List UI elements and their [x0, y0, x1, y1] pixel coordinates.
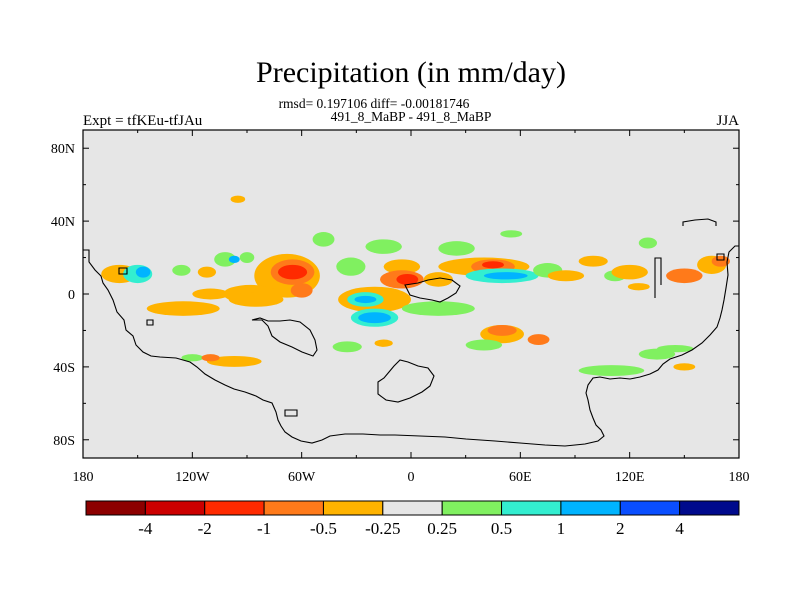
anomaly-region	[135, 266, 151, 278]
colorbar: -4 -2 -1 -0.5 -0.25 0.25 0.5 1 2 4	[85, 500, 740, 538]
anomaly-region	[500, 230, 523, 238]
anomaly-region	[214, 252, 237, 267]
anomaly-region	[657, 345, 694, 353]
pacific-island	[716, 253, 725, 261]
colorbar-swatch	[263, 500, 324, 516]
colorbar-label: -2	[198, 519, 212, 538]
colorbar-label: -0.5	[310, 519, 337, 538]
anomaly-region	[201, 354, 220, 362]
colorbar-swatch	[619, 500, 681, 516]
season-label: JJA	[716, 113, 739, 129]
anomaly-region	[483, 272, 528, 280]
colorbar-label: -4	[138, 519, 153, 538]
colorbar-label: 2	[616, 519, 625, 538]
anomaly-region	[192, 288, 229, 300]
anomaly-region	[277, 264, 308, 280]
y-tick-label: 80N	[51, 142, 75, 157]
colorbar-swatch	[382, 500, 443, 516]
anomaly-region	[230, 195, 246, 203]
y-tick-label: 0	[68, 288, 75, 303]
anomaly-region	[666, 268, 703, 284]
atlantic-island	[118, 267, 128, 275]
anomaly-region	[374, 339, 393, 347]
colorbar-swatch	[679, 500, 740, 516]
anomaly-region	[239, 252, 255, 264]
anomaly-region	[578, 255, 608, 267]
anomaly-region	[290, 283, 313, 298]
anomaly-region	[332, 341, 362, 353]
pacific-coast-fragment	[654, 257, 662, 298]
x-tick-label: 120E	[615, 470, 645, 485]
anomaly-region	[527, 334, 550, 346]
anomaly-region	[358, 312, 391, 324]
colorbar-label: 4	[675, 519, 684, 538]
anomaly-region	[465, 339, 503, 351]
anomaly-region	[627, 283, 650, 291]
anomaly-region	[401, 301, 475, 316]
anomaly-region	[383, 259, 421, 274]
y-tick-label: 40S	[53, 361, 75, 376]
anomaly-region	[146, 301, 220, 316]
anomaly-region	[711, 255, 730, 267]
northeast-coast-fragment	[682, 218, 717, 226]
colorbar-swatch	[441, 500, 503, 516]
equatorial-coastline	[404, 277, 461, 303]
anomaly-region	[354, 295, 377, 304]
colorbar-swatch	[501, 500, 562, 516]
anomaly-region	[482, 261, 504, 269]
x-tick-label: 0	[408, 470, 415, 485]
anomaly-region	[365, 239, 402, 254]
anomaly-region	[228, 255, 240, 264]
x-tick-label: 120W	[175, 470, 210, 485]
anomaly-region	[172, 264, 191, 276]
y-tick-label: 40N	[51, 215, 75, 230]
southern-island	[146, 319, 154, 326]
coastline-layer	[83, 218, 739, 447]
anomaly-region	[438, 241, 475, 256]
x-tick-label: 180	[729, 470, 750, 485]
x-tick-label: 60E	[509, 470, 532, 485]
anomaly-region	[197, 266, 217, 278]
anomaly-region	[547, 270, 585, 282]
anomaly-layer	[101, 195, 730, 376]
colorbar-label: 1	[557, 519, 566, 538]
colorbar-label: -0.25	[365, 519, 400, 538]
x-tick-label: 180	[73, 470, 94, 485]
central-america-coastline	[251, 317, 318, 357]
colorbar-swatch	[85, 500, 146, 516]
colorbar-label: 0.25	[427, 519, 457, 538]
anomaly-region	[206, 355, 262, 367]
colorbar-swatch	[560, 500, 621, 516]
y-tick-label: 80S	[53, 434, 75, 449]
anomaly-region	[396, 273, 419, 285]
experiment-label: Expt = tfKEu-tfJAu	[83, 113, 203, 129]
antarctic-island	[377, 359, 435, 403]
anomaly-region	[423, 272, 453, 287]
anomaly-region	[578, 365, 645, 376]
americas-coastline	[83, 245, 739, 447]
anomaly-region	[312, 232, 335, 247]
colorbar-swatch	[204, 500, 265, 516]
anomaly-region	[336, 257, 366, 276]
colorbar-swatch	[322, 500, 384, 516]
anomaly-region	[611, 264, 648, 280]
colorbar-label: -1	[257, 519, 271, 538]
stats-line: rmsd= 0.197106 diff= -0.00181746	[279, 96, 470, 111]
colorbar-swatch	[144, 500, 206, 516]
chart-title: Precipitation (in mm/day)	[256, 56, 566, 89]
anomaly-region	[638, 237, 658, 249]
anomaly-region	[673, 363, 696, 371]
anomaly-region	[487, 324, 517, 336]
map-background	[83, 130, 739, 458]
anomaly-region	[181, 354, 204, 362]
anomaly-region	[228, 292, 284, 307]
chart-subtitle: 491_8_MaBP - 491_8_MaBP	[331, 109, 492, 124]
x-tick-label: 60W	[288, 470, 316, 485]
colorbar-label: 0.5	[491, 519, 512, 538]
axes-layer: 180 120W 60W 0 60E 120E 180 80N 40N 0 40S 80S	[51, 130, 750, 485]
southern-coast-fragment	[284, 409, 298, 417]
